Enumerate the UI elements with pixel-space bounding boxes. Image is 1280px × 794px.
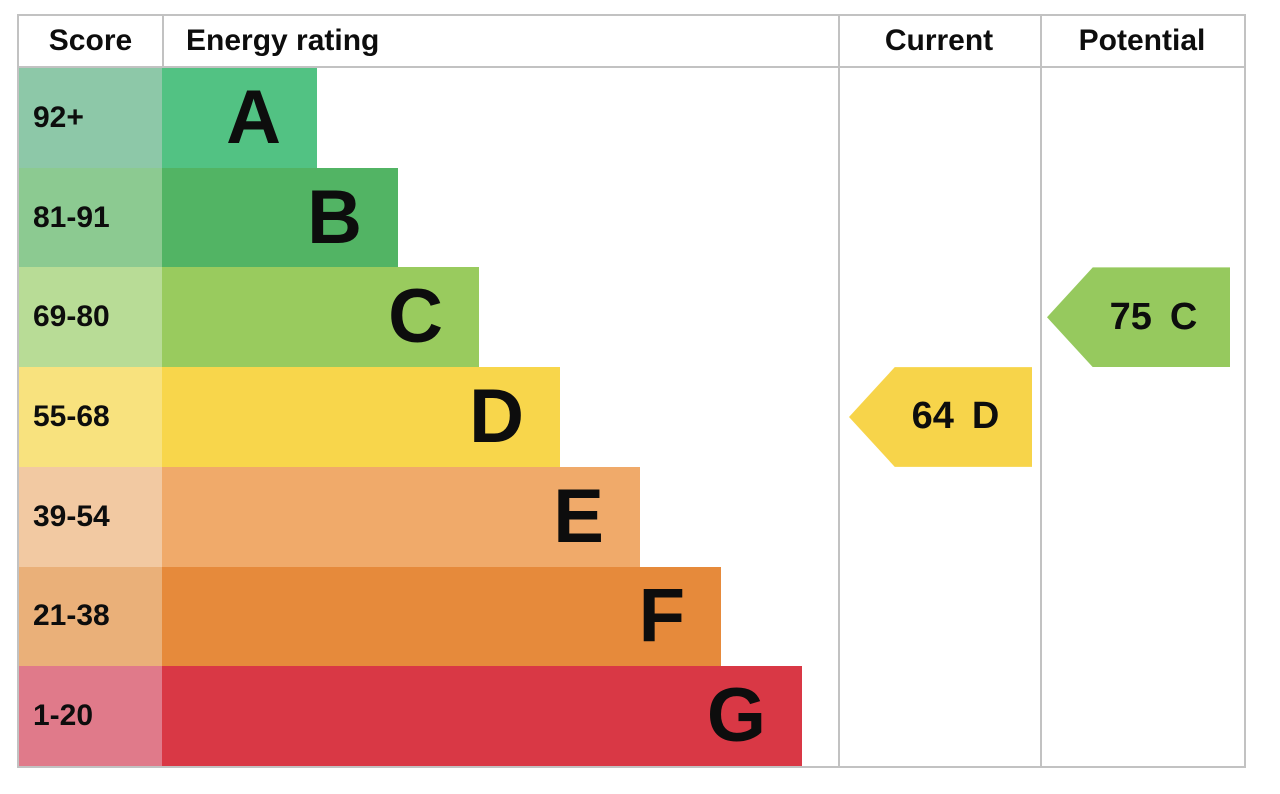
band-row-c: 69-80 C — [19, 267, 1244, 368]
band-letter-a: A — [226, 74, 281, 160]
band-bar-d: D — [162, 367, 560, 467]
potential-rating-value: 75 — [1109, 295, 1152, 338]
current-rating-value: 64 — [911, 395, 954, 438]
band-row-a: 92+ A — [19, 68, 1244, 168]
band-row-g: 1-20 G — [19, 666, 1244, 767]
bands-body: 92+ A 81-91 B 69-80 C 55-68 D — [19, 68, 1244, 767]
band-letter-c: C — [388, 274, 443, 360]
score-range-f: 21-38 — [19, 566, 162, 667]
column-divider-potential — [1040, 16, 1042, 766]
header-potential: Potential — [1078, 24, 1206, 57]
score-range-a: 92+ — [19, 68, 162, 168]
band-bar-g: G — [162, 666, 802, 767]
band-letter-g: G — [706, 673, 766, 759]
band-letter-b: B — [307, 174, 362, 260]
header-score: Score — [48, 24, 133, 57]
potential-rating-arrow: 75 C — [1047, 267, 1230, 368]
score-range-d: 55-68 — [19, 367, 162, 467]
score-range-c: 69-80 — [19, 267, 162, 368]
band-bar-e: E — [162, 466, 640, 567]
current-rating-arrow: 64 D — [849, 367, 1032, 467]
current-rating-letter: D — [971, 395, 1000, 438]
band-bar-b: B — [162, 167, 398, 268]
band-bar-f: F — [162, 566, 721, 667]
header-energy-rating: Energy rating — [162, 16, 838, 66]
score-range-g: 1-20 — [19, 666, 162, 767]
score-range-b: 81-91 — [19, 167, 162, 268]
band-bar-a: A — [162, 68, 317, 168]
potential-rating-letter: C — [1169, 295, 1198, 338]
band-row-e: 39-54 E — [19, 466, 1244, 567]
header-current: Current — [884, 24, 994, 57]
band-row-b: 81-91 B — [19, 167, 1244, 268]
band-letter-f: F — [638, 573, 685, 659]
band-row-f: 21-38 F — [19, 566, 1244, 667]
epc-table: Score Energy rating Current Potential 92… — [17, 14, 1246, 768]
band-letter-e: E — [553, 473, 604, 559]
band-bar-c: C — [162, 267, 479, 368]
band-letter-d: D — [469, 374, 524, 460]
score-range-e: 39-54 — [19, 466, 162, 567]
column-divider-current — [838, 16, 840, 766]
band-row-d: 55-68 D — [19, 367, 1244, 467]
header-row: Score Energy rating Current Potential — [19, 16, 1244, 68]
